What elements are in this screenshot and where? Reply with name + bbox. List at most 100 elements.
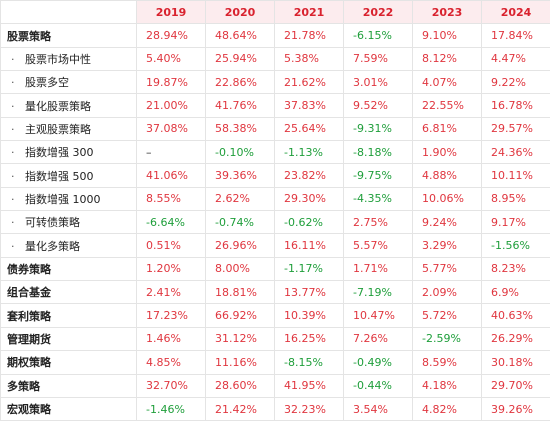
- value-cell-2020: -0.10%: [205, 140, 275, 165]
- value-cell-2019: 41.06%: [136, 163, 206, 188]
- value-cell-2019: 28.94%: [136, 23, 206, 48]
- row-label-text: 管理期货: [7, 332, 51, 346]
- value-cell-2024: 29.70%: [481, 373, 550, 398]
- value-cell-2024: -1.56%: [481, 233, 550, 258]
- row-label: 股票策略: [0, 23, 137, 48]
- value-cell-2021: 13.77%: [274, 280, 344, 305]
- table-row: · 股票多空 19.87% 22.86% 21.62% 3.01% 4.07% 9.22%: [0, 70, 550, 95]
- bullet-icon: ·: [11, 52, 15, 66]
- bullet-icon: ·: [11, 122, 15, 136]
- value-cell-2022: -7.19%: [343, 280, 413, 305]
- value-cell-2024: 26.29%: [481, 326, 550, 352]
- value-cell-2019: 37.08%: [136, 116, 206, 142]
- value-cell-2021: 5.38%: [274, 46, 344, 72]
- value-cell-2022: 5.57%: [343, 233, 413, 258]
- value-cell-2023: 4.18%: [412, 373, 482, 398]
- row-label-text: 股票多空: [25, 76, 69, 90]
- value-cell-2023: 9.24%: [412, 210, 482, 235]
- value-cell-2024: 6.9%: [481, 280, 550, 305]
- value-cell-2020: 66.92%: [205, 303, 275, 328]
- value-cell-2022: 3.54%: [343, 396, 413, 422]
- row-label-text: 宏观策略: [7, 403, 51, 417]
- value-cell-2023: 8.59%: [412, 350, 482, 375]
- value-cell-2024: 30.18%: [481, 350, 550, 375]
- value-cell-2020: 41.76%: [205, 93, 275, 118]
- strategy-returns-table: 2019 2020 2021 2022 2023 2024 股票策略 28.94% 48.64…: [0, 0, 550, 422]
- value-cell-2024: 17.84%: [481, 23, 550, 48]
- value-cell-2022: 10.47%: [343, 303, 413, 328]
- value-cell-2023: 10.06%: [412, 186, 482, 212]
- table-row: · 主观股票策略 37.08% 58.38% 25.64% -9.31% 6.81% 29.5…: [0, 116, 550, 142]
- row-label: · 股票市场中性: [0, 46, 137, 72]
- value-cell-2023: 2.09%: [412, 280, 482, 305]
- value-cell-2023: 9.10%: [412, 23, 482, 48]
- year-header-2021: 2021: [274, 0, 344, 25]
- value-cell-2024: 39.26%: [481, 396, 550, 422]
- value-cell-2023: -2.59%: [412, 326, 482, 352]
- row-label-text: 股票策略: [7, 29, 51, 43]
- value-cell-2020: 28.60%: [205, 373, 275, 398]
- value-cell-2019: 2.41%: [136, 280, 206, 305]
- value-cell-2021: -1.17%: [274, 256, 344, 282]
- value-cell-2021: -1.13%: [274, 140, 344, 165]
- bullet-icon: ·: [11, 146, 15, 160]
- row-label: 套利策略: [0, 303, 137, 328]
- row-label: 组合基金: [0, 280, 137, 305]
- row-label: · 股票多空: [0, 70, 137, 95]
- value-cell-2020: 22.86%: [205, 70, 275, 95]
- value-cell-2022: -9.31%: [343, 116, 413, 142]
- table-row: · 量化多策略 0.51% 26.96% 16.11% 5.57% 3.29% -1.56%: [0, 233, 550, 258]
- bullet-icon: ·: [11, 192, 15, 206]
- row-label-text: 指数增强 1000: [25, 192, 101, 206]
- value-cell-2019: 19.87%: [136, 70, 206, 95]
- value-cell-2022: 9.52%: [343, 93, 413, 118]
- value-cell-2023: 3.29%: [412, 233, 482, 258]
- table-row: 期权策略 4.85% 11.16% -8.15% -0.49% 8.59% 30.18%: [0, 350, 550, 375]
- value-cell-2022: 7.59%: [343, 46, 413, 72]
- table-row: · 指数增强 300 – -0.10% -1.13% -8.18% 1.90% 24.36%: [0, 140, 550, 165]
- value-cell-2019: 1.20%: [136, 256, 206, 282]
- table-header: 2019 2020 2021 2022 2023 2024: [0, 0, 550, 25]
- value-cell-2019: -1.46%: [136, 396, 206, 422]
- row-label-text: 股票市场中性: [25, 52, 91, 66]
- value-cell-2023: 4.82%: [412, 396, 482, 422]
- row-label: 管理期货: [0, 326, 137, 352]
- row-label: 债券策略: [0, 256, 137, 282]
- value-cell-2024: 40.63%: [481, 303, 550, 328]
- value-cell-2024: 24.36%: [481, 140, 550, 165]
- value-cell-2021: 16.25%: [274, 326, 344, 352]
- value-cell-2022: -8.18%: [343, 140, 413, 165]
- value-cell-2021: 41.95%: [274, 373, 344, 398]
- row-label-text: 量化多策略: [25, 239, 80, 253]
- table-row: · 量化股票策略 21.00% 41.76% 37.83% 9.52% 22.55% 16.7…: [0, 93, 550, 118]
- value-cell-2022: 3.01%: [343, 70, 413, 95]
- value-cell-2024: 9.17%: [481, 210, 550, 235]
- value-cell-2020: 25.94%: [205, 46, 275, 72]
- table-row: · 股票市场中性 5.40% 25.94% 5.38% 7.59% 8.12% 4.47%: [0, 46, 550, 72]
- header-corner-cell: [0, 0, 137, 25]
- table-row: 宏观策略 -1.46% 21.42% 32.23% 3.54% 4.82% 39.26%: [0, 396, 550, 422]
- value-cell-2020: 2.62%: [205, 186, 275, 212]
- year-header-2022: 2022: [343, 0, 413, 25]
- value-cell-2020: -0.74%: [205, 210, 275, 235]
- value-cell-2024: 9.22%: [481, 70, 550, 95]
- value-cell-2024: 29.57%: [481, 116, 550, 142]
- value-cell-2023: 8.12%: [412, 46, 482, 72]
- value-cell-2023: 22.55%: [412, 93, 482, 118]
- value-cell-2021: 10.39%: [274, 303, 344, 328]
- row-label: 期权策略: [0, 350, 137, 375]
- row-label: 宏观策略: [0, 396, 137, 422]
- value-cell-2022: 7.26%: [343, 326, 413, 352]
- row-label-text: 债券策略: [7, 262, 51, 276]
- value-cell-2023: 4.88%: [412, 163, 482, 188]
- row-label-text: 指数增强 300: [25, 146, 94, 160]
- table-body: 股票策略 28.94% 48.64% 21.78% -6.15% 9.10% 17.84% ·…: [0, 23, 550, 422]
- value-cell-2021: 25.64%: [274, 116, 344, 142]
- value-cell-2019: 8.55%: [136, 186, 206, 212]
- row-label: · 指数增强 300: [0, 140, 137, 165]
- value-cell-2021: 16.11%: [274, 233, 344, 258]
- header-row: 2019 2020 2021 2022 2023 2024: [0, 0, 550, 25]
- value-cell-2022: -0.49%: [343, 350, 413, 375]
- value-cell-2021: -8.15%: [274, 350, 344, 375]
